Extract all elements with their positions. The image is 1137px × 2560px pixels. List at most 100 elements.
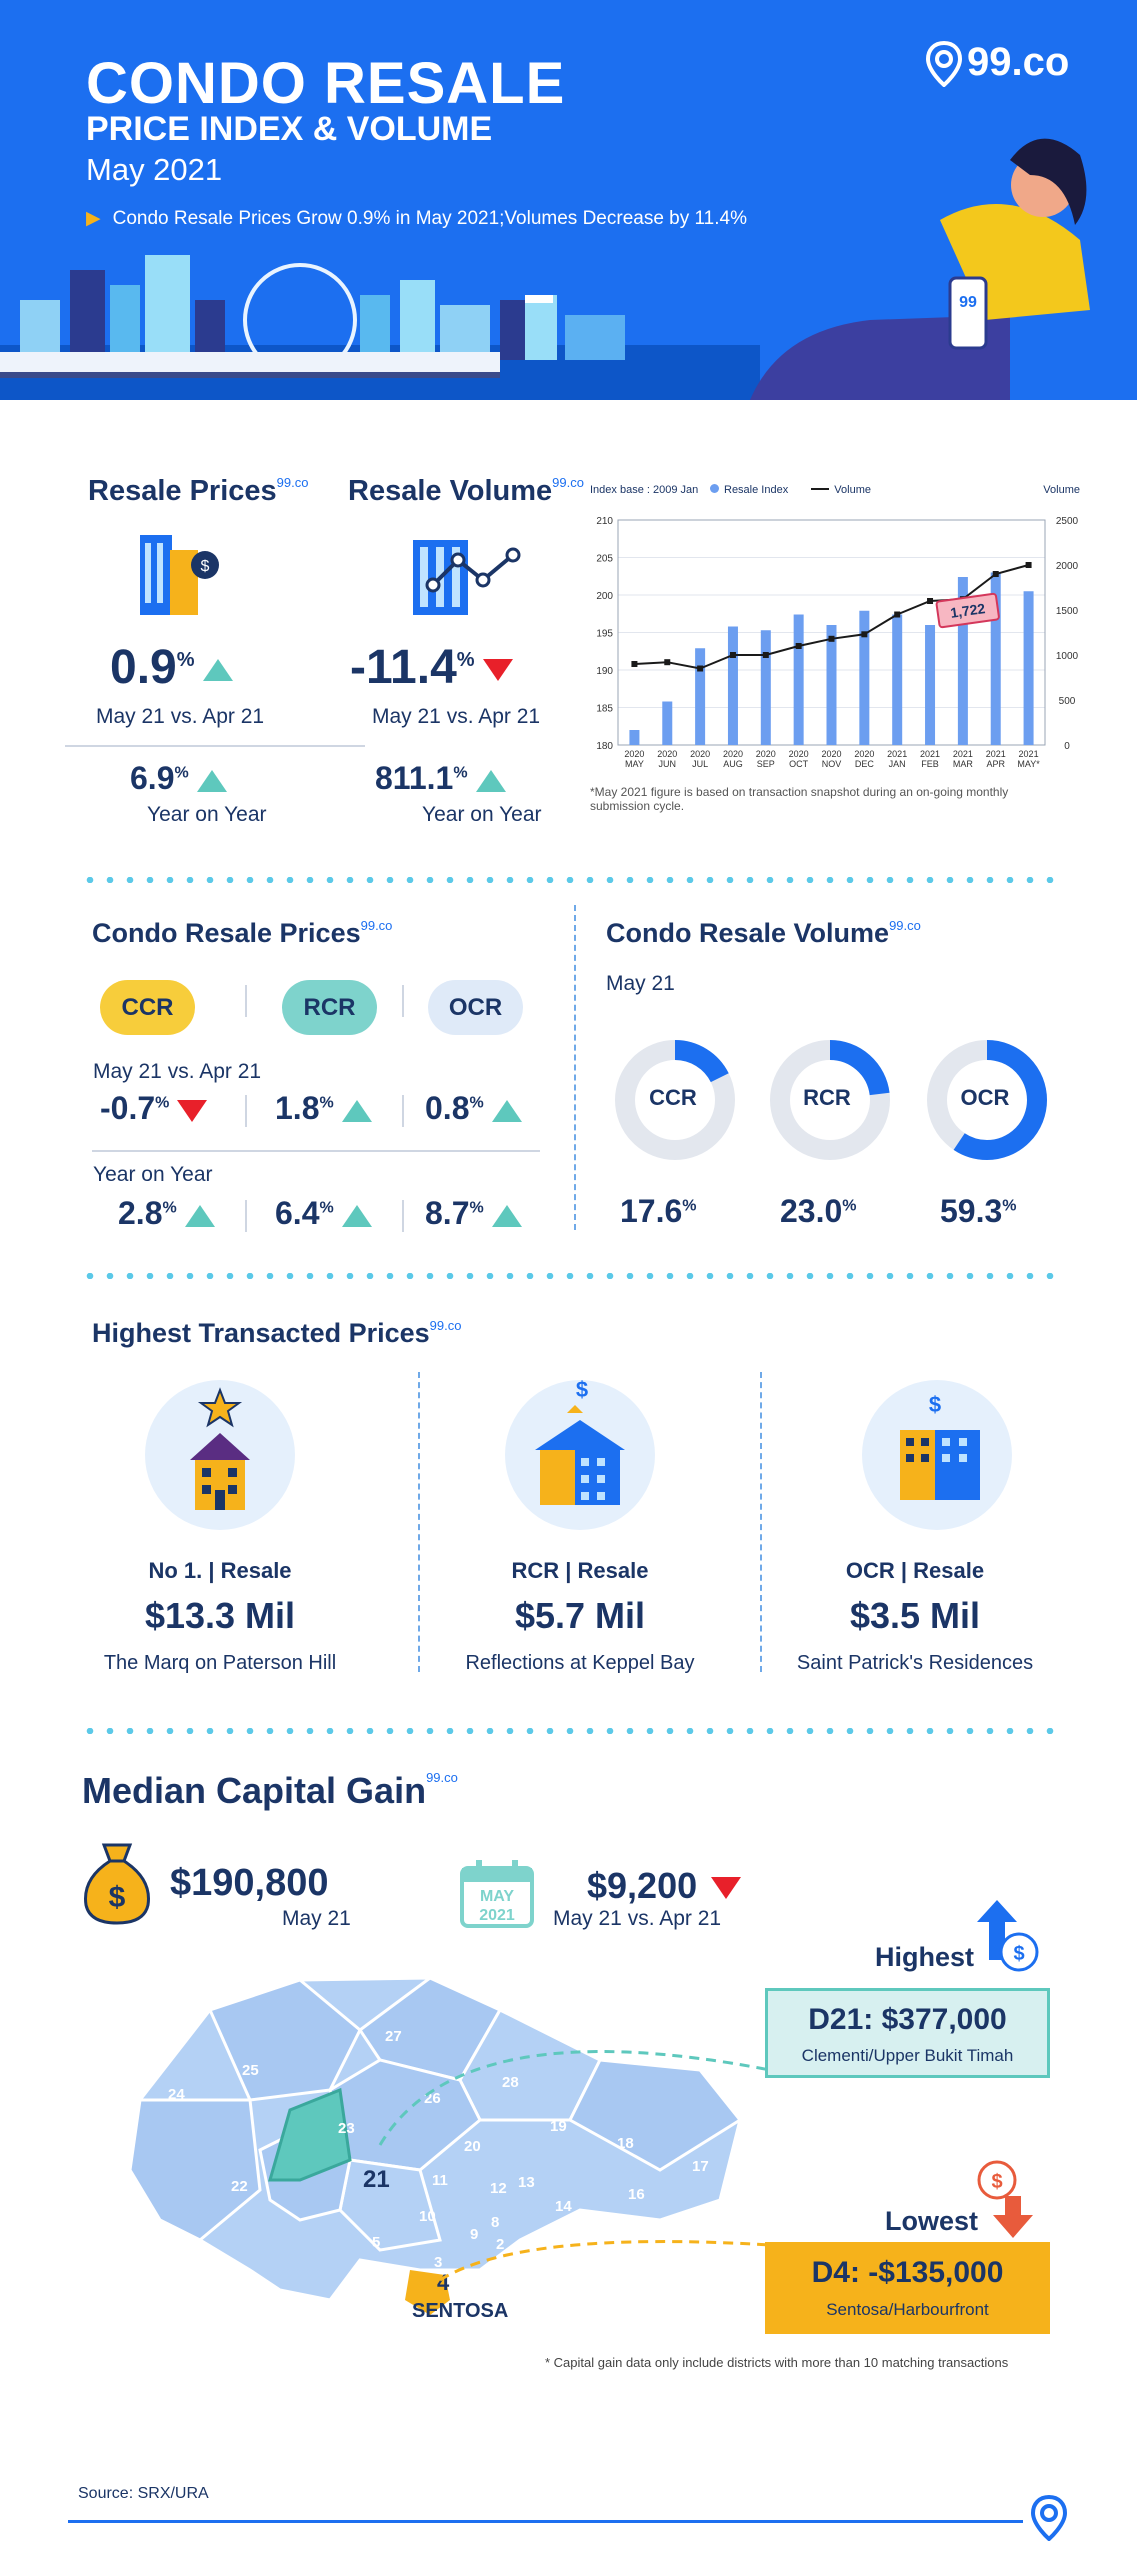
map-district-8: 8 <box>491 2214 500 2231</box>
highest-prices-title: Highest Transacted Prices99.co <box>92 1318 462 1348</box>
y2-tick-label: 2000 <box>1056 561 1079 572</box>
svg-text:$: $ <box>576 1377 588 1402</box>
rcr-item-tag: RCR | Resale <box>511 1558 649 1583</box>
highest-item-name: The Marq on Paterson Hill <box>103 1652 337 1674</box>
brand-logo[interactable]: 99.co <box>925 40 1069 89</box>
up-triangle-icon <box>341 1099 372 1122</box>
brand-mark: 99.co <box>426 1770 458 1785</box>
calendar-icon: MAY 2021 <box>460 1860 534 1928</box>
map-district-3: 3 <box>434 2254 443 2271</box>
map-district-9: 9 <box>470 2226 479 2243</box>
resale-volume-title: Resale Volume99.co <box>348 475 584 507</box>
map-district-20: 20 <box>464 2138 481 2155</box>
donut-label-ccr: CCR <box>649 1085 697 1110</box>
resale-prices-compare: May 21 vs. Apr 21 <box>96 705 265 728</box>
x-tick-label: 2020 <box>789 749 809 759</box>
map-district-5: 5 <box>372 2234 381 2251</box>
map-district-22: 22 <box>231 2178 248 2195</box>
dotted-divider <box>80 1273 1057 1279</box>
donut-value-ccr: 17.6% <box>620 1193 697 1229</box>
bar <box>727 626 738 745</box>
chart-building-icon <box>413 540 521 615</box>
rcr-mom: 1.8% <box>275 1090 372 1127</box>
header-banner: 99 CONDO RESALE PRICE INDEX & VOLUME May… <box>0 0 1137 400</box>
map-district-11: 11 <box>432 2172 448 2189</box>
chart-plot: 180 185 190 195 200 205 210 0 500 1000 1500 2000 250… <box>596 516 1079 769</box>
lowest-gain-area: Sentosa/Harbourfront <box>826 2300 989 2319</box>
map-district-14: 14 <box>555 2198 572 2215</box>
x-tick-label: 2020 <box>854 749 874 759</box>
bar <box>892 614 903 745</box>
x-tick-label: JUN <box>659 759 677 769</box>
chart-index-base: Index base : 2009 Jan <box>590 484 699 496</box>
volume-point <box>795 643 802 649</box>
map-district-10: 10 <box>419 2208 436 2225</box>
svg-text:$: $ <box>109 1881 126 1914</box>
median-gain-value: $190,800 <box>170 1862 329 1904</box>
x-tick-label: JUL <box>692 759 708 769</box>
segment-prices-title: Condo Resale Prices99.co <box>92 918 393 948</box>
singapore-district-map <box>128 1976 743 2315</box>
y2-tick-label: 0 <box>1064 741 1070 752</box>
highest-item-tag: No 1. | Resale <box>148 1558 292 1583</box>
down-triangle-icon <box>711 1877 742 1900</box>
median-gain-period: May 21 <box>282 1907 351 1930</box>
brand-mark: 99.co <box>552 475 584 490</box>
rcr-badge: RCR <box>282 980 377 1035</box>
up-arrow-dollar-icon: $ <box>977 1900 1039 1972</box>
bar <box>793 614 804 745</box>
x-tick-label: NOV <box>822 759 842 769</box>
map-district-7: 7 <box>518 2240 527 2257</box>
map-district-21: 21 <box>363 2166 390 2193</box>
rcr-item-price: $5.7 Mil <box>514 1595 646 1636</box>
dashed-divider <box>418 1372 420 1672</box>
sentosa-label: SENTOSA <box>412 2300 509 2322</box>
volume-point <box>894 611 901 618</box>
legend-line-swatch <box>811 488 830 490</box>
bar <box>826 625 837 745</box>
ocr-item-price: $3.5 Mil <box>849 1595 981 1636</box>
highest-gain-value: D21: $377,000 <box>808 2003 1007 2036</box>
ocr-item-name: Saint Patrick's Residences <box>796 1652 1034 1674</box>
bar <box>662 701 673 745</box>
donut-label-ocr: OCR <box>960 1085 1010 1110</box>
x-tick-label: 2020 <box>756 749 776 759</box>
resale-volume-change: -11.4% <box>350 640 513 695</box>
map-district-18: 18 <box>617 2135 634 2152</box>
up-triangle-icon <box>491 1099 522 1122</box>
bar <box>760 630 771 745</box>
y2-tick-label: 1000 <box>1056 651 1079 662</box>
up-triangle-icon <box>184 1204 215 1227</box>
x-tick-label: MAY* <box>1017 759 1040 769</box>
bar <box>1023 591 1034 745</box>
x-tick-label: 2020 <box>821 749 841 759</box>
map-district-24: 24 <box>168 2086 185 2103</box>
highest-label: Highest <box>875 1942 975 1972</box>
ccr-mom: -0.7% <box>100 1090 208 1127</box>
x-tick-label: 2020 <box>723 749 743 759</box>
resale-prices-yoy-label: Year on Year <box>147 803 267 826</box>
map-district-15: 15 <box>560 2224 577 2241</box>
x-tick-label: 2021 <box>887 749 907 759</box>
ocr-item-tag: OCR | Resale <box>845 1558 985 1583</box>
location-pin-icon <box>1030 2495 1068 2541</box>
volume-callout-box <box>935 592 1000 629</box>
resale-prices-title: Resale Prices99.co <box>88 475 309 507</box>
dollar-apartment-icon: $ <box>900 1392 980 1500</box>
ocr-mom: 0.8% <box>425 1090 522 1127</box>
x-tick-label: 2021 <box>986 749 1006 759</box>
dollar-building-icon: $ <box>535 1377 625 1505</box>
ocr-yoy: 8.7% <box>425 1195 522 1232</box>
page-title: CONDO RESALE <box>86 51 566 116</box>
y2-tick-label: 2500 <box>1056 516 1079 527</box>
volume-point <box>729 652 736 658</box>
chart-right-axis-label: Volume <box>1043 484 1080 496</box>
brand-mark: 99.co <box>889 918 921 933</box>
lowest-gain-value: D4: -$135,000 <box>811 2256 1004 2289</box>
map-district-2: 2 <box>496 2236 505 2253</box>
dashed-divider <box>760 1372 762 1672</box>
map-district-1: 1 <box>518 2254 527 2271</box>
phone-badge-text: 99 <box>959 294 977 311</box>
x-tick-label: DEC <box>855 759 875 769</box>
footer-line <box>68 2520 1023 2523</box>
